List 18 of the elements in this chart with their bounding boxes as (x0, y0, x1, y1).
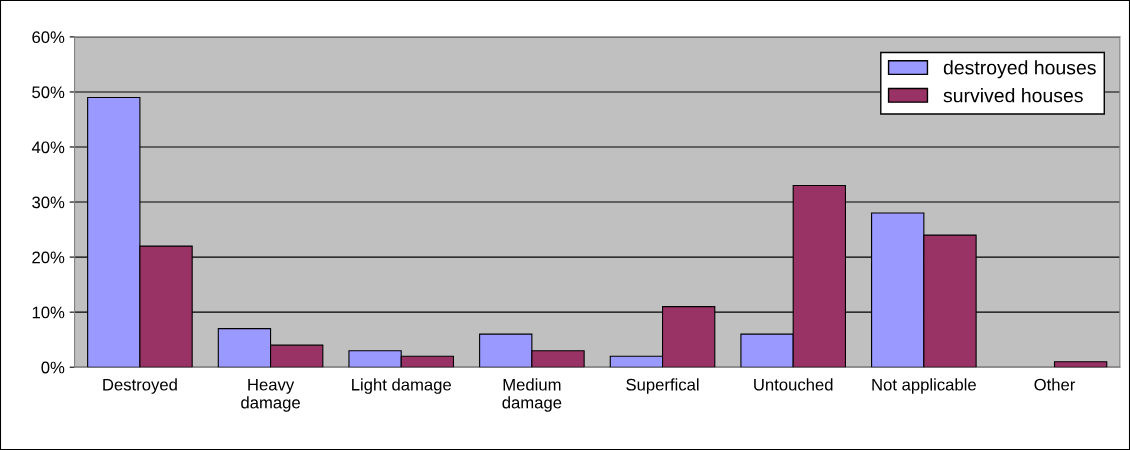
y-tick-label: 40% (31, 141, 65, 154)
legend-label: survived houses (943, 88, 1083, 103)
x-tick-label: Medium damage (502, 378, 562, 412)
legend-label: destroyed houses (943, 60, 1096, 79)
x-tick-label: Superfical (626, 378, 699, 394)
x-tick-label: Other (1034, 378, 1076, 391)
x-tick-label: Light damage (352, 378, 451, 394)
y-tick-label: 0% (41, 361, 65, 374)
y-tick-label: 30% (32, 196, 65, 209)
bar (1053, 361, 1108, 368)
x-tick-label: Destroyed (103, 378, 177, 394)
y-tick-label: 50% (32, 86, 65, 99)
x-tick-label: Heavy damage (241, 378, 300, 412)
x-tick-label: Untouched (754, 378, 833, 391)
x-tick-label: Not applicable (872, 378, 976, 394)
y-tick-label: 20% (32, 251, 65, 264)
y-tick-label: 10% (32, 306, 65, 319)
y-tick-label: 60% (32, 31, 65, 44)
